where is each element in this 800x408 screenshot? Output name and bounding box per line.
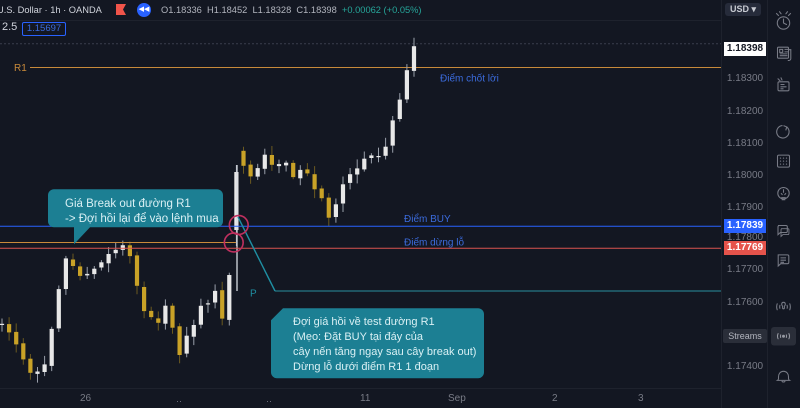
svg-text:Dừng lỗ dưới điểm R1 1 đoạn: Dừng lỗ dưới điểm R1 1 đoạn [293, 360, 439, 373]
svg-text:-> Đợi hồi lại để vào lệnh mua: -> Đợi hồi lại để vào lệnh mua [65, 213, 219, 225]
svg-text:R1: R1 [14, 63, 27, 74]
svg-text:P: P [250, 289, 257, 300]
svg-text:(Mẹo: Đặt BUY tại đáy của: (Mẹo: Đặt BUY tại đáy của [293, 331, 424, 343]
svg-text:Giá Break out đường R1: Giá Break out đường R1 [65, 198, 191, 210]
svg-text:Điểm chốt lời: Điểm chốt lời [440, 73, 499, 85]
svg-text:Đợi giá hồi về test đường R1: Đợi giá hồi về test đường R1 [293, 316, 435, 328]
svg-text:cây nến tăng ngay sau cây brea: cây nến tăng ngay sau cây break out) [293, 346, 476, 358]
svg-text:Điểm dừng lỗ: Điểm dừng lỗ [404, 236, 464, 249]
svg-text:Điểm BUY: Điểm BUY [404, 213, 451, 225]
